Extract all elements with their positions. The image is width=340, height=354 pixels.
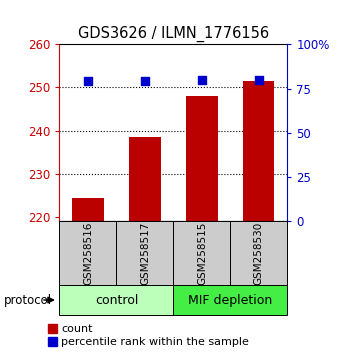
- Point: [256, 77, 261, 82]
- Text: GSM258515: GSM258515: [197, 221, 207, 285]
- Text: protocol: protocol: [3, 293, 52, 307]
- Bar: [129, 137, 160, 221]
- Text: MIF depletion: MIF depletion: [188, 293, 272, 307]
- Point: [199, 77, 205, 82]
- Bar: [173, 285, 287, 315]
- Bar: [59, 285, 173, 315]
- Bar: [72, 198, 104, 221]
- Bar: [59, 221, 116, 285]
- Text: control: control: [95, 293, 138, 307]
- Bar: [173, 221, 231, 285]
- Bar: [186, 96, 218, 221]
- Title: GDS3626 / ILMN_1776156: GDS3626 / ILMN_1776156: [78, 25, 269, 41]
- Bar: [231, 221, 287, 285]
- Bar: [243, 81, 274, 221]
- Point: [142, 79, 148, 84]
- Text: GSM258517: GSM258517: [140, 221, 150, 285]
- Text: GSM258530: GSM258530: [254, 222, 264, 285]
- Bar: [116, 221, 173, 285]
- Text: GSM258516: GSM258516: [83, 221, 93, 285]
- Legend: count, percentile rank within the sample: count, percentile rank within the sample: [48, 324, 249, 347]
- Point: [85, 79, 91, 84]
